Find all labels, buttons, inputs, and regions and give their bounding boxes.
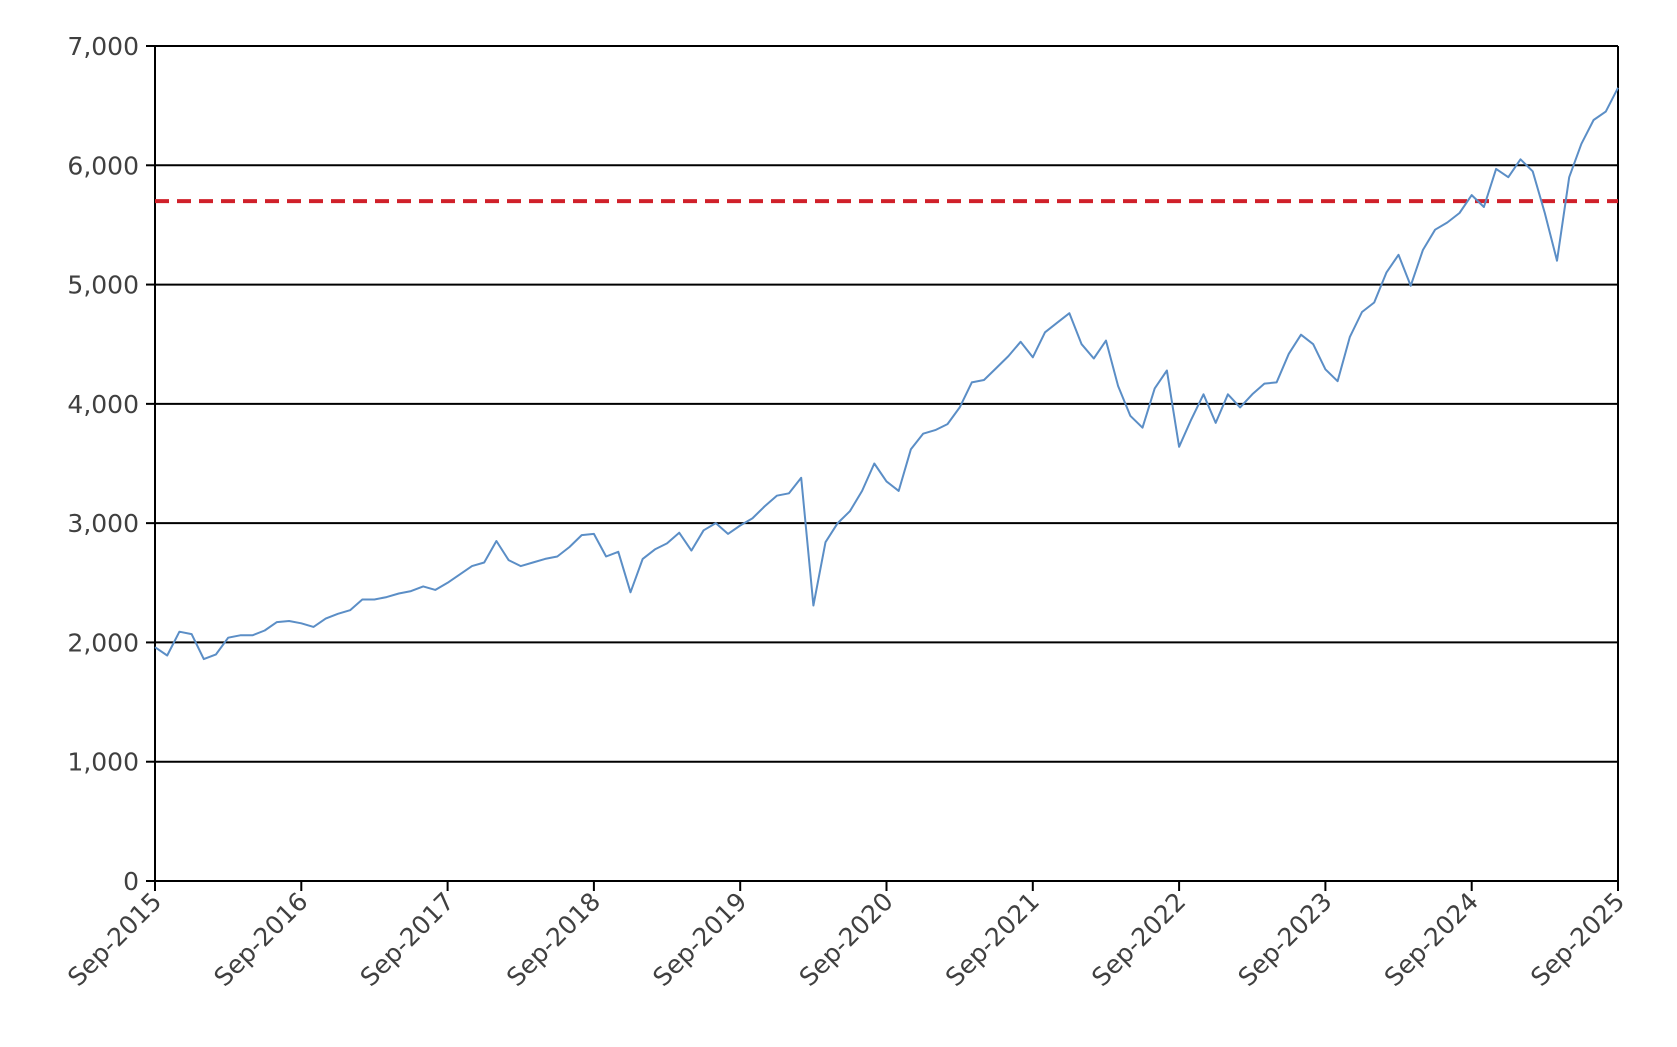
x-tick-label: Sep-2020: [794, 887, 899, 992]
series-line-0: [154, 87, 1619, 661]
x-tick-label: Sep-2018: [501, 887, 606, 992]
y-tick-label: 7,000: [67, 32, 139, 61]
y-tick-label: 5,000: [67, 271, 139, 300]
y-tick-label: 1,000: [67, 748, 139, 777]
x-tick-label: Sep-2021: [940, 887, 1045, 992]
x-tick-label: Sep-2023: [1232, 887, 1337, 992]
x-tick-label: Sep-2025: [1525, 887, 1630, 992]
series: [154, 87, 1619, 661]
y-tick-label: 4,000: [67, 390, 139, 419]
x-tick-label: Sep-2015: [62, 887, 167, 992]
y-tick-label: 2,000: [67, 628, 139, 657]
x-tick-labels: Sep-2015 Sep-2016 Sep-2017 Sep-2018 Sep-2019…: [62, 887, 1630, 992]
gridlines: [155, 45, 1618, 763]
x-tick-label: Sep-2016: [208, 887, 313, 992]
x-tick-label: Sep-2022: [1086, 887, 1191, 992]
y-tick-label: 3,000: [67, 509, 139, 538]
x-tick-label: Sep-2024: [1379, 887, 1484, 992]
x-tick-label: Sep-2019: [647, 887, 752, 992]
axes: [146, 45, 1619, 891]
y-tick-label: 6,000: [67, 151, 139, 180]
x-tick-label: Sep-2017: [355, 887, 460, 992]
y-tick-labels: 0 1,000 2,000 3,000 4,000 5,000 6,000 7,000: [67, 32, 139, 896]
y-tick-label: 0: [123, 867, 139, 896]
